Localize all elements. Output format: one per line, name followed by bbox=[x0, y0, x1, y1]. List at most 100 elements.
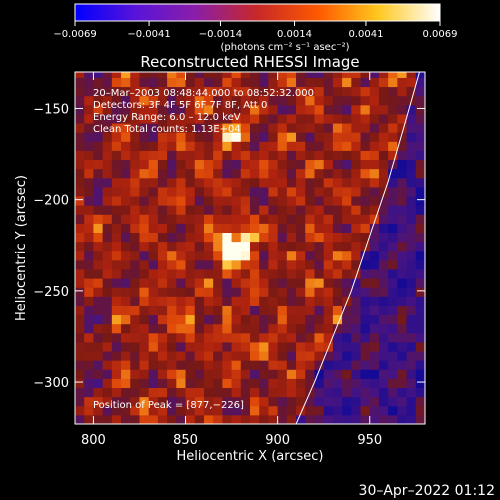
heatmap-cell bbox=[360, 132, 371, 142]
heatmap-cell bbox=[130, 378, 140, 389]
heatmap-cell bbox=[203, 332, 214, 343]
heatmap-cell bbox=[351, 259, 362, 270]
heatmap-cell bbox=[360, 150, 371, 161]
heatmap-cell bbox=[314, 223, 325, 233]
heatmap-cell bbox=[148, 405, 159, 416]
heatmap-cell bbox=[157, 296, 168, 306]
heatmap-cell bbox=[296, 278, 306, 288]
heatmap-cell bbox=[167, 296, 177, 306]
heatmap-cell bbox=[75, 378, 85, 389]
heatmap-cell bbox=[213, 186, 223, 197]
heatmap-cell bbox=[157, 104, 168, 115]
heatmap-cell bbox=[148, 250, 159, 261]
heatmap-cell bbox=[259, 250, 269, 261]
heatmap-cell bbox=[203, 305, 214, 316]
heatmap-cell bbox=[130, 168, 140, 179]
heatmap-cell bbox=[268, 72, 279, 78]
heatmap-cell bbox=[305, 132, 315, 142]
heatmap-cell bbox=[277, 278, 288, 288]
heatmap-cell bbox=[286, 287, 297, 297]
heatmap-cell bbox=[194, 360, 205, 370]
heatmap-cell bbox=[415, 86, 425, 97]
heatmap-cell bbox=[277, 77, 288, 88]
heatmap-cell bbox=[93, 360, 104, 370]
heatmap-cell bbox=[305, 123, 315, 133]
heatmap-cell bbox=[323, 314, 334, 325]
heatmap-cell bbox=[194, 414, 205, 424]
heatmap-cell bbox=[75, 250, 85, 261]
heatmap-cell bbox=[314, 314, 325, 325]
heatmap-cell bbox=[277, 223, 288, 233]
heatmap-cell bbox=[121, 323, 131, 334]
heatmap-cell bbox=[415, 186, 425, 197]
heatmap-cell bbox=[360, 86, 371, 97]
heatmap-cell bbox=[157, 177, 168, 188]
heatmap-cell bbox=[185, 168, 196, 179]
heatmap-cell bbox=[314, 360, 325, 370]
heatmap-cell bbox=[194, 268, 205, 279]
heatmap-cell bbox=[351, 314, 362, 325]
heatmap-cell bbox=[332, 186, 343, 197]
y-tick-label: −250 bbox=[33, 285, 69, 300]
heatmap-cell bbox=[397, 95, 408, 106]
heatmap-cell bbox=[250, 77, 260, 88]
heatmap-cell bbox=[388, 351, 398, 361]
heatmap-cell bbox=[415, 387, 425, 398]
heatmap-cell bbox=[231, 305, 242, 316]
heatmap-cell bbox=[305, 378, 315, 389]
heatmap-cell bbox=[378, 214, 389, 224]
heatmap-cell bbox=[93, 223, 104, 233]
heatmap-cell bbox=[121, 205, 131, 215]
heatmap-cell bbox=[397, 241, 408, 252]
heatmap-cell bbox=[139, 123, 150, 133]
heatmap-cell bbox=[213, 259, 223, 270]
footer-timestamp: 30–Apr–2022 01:12 bbox=[359, 483, 495, 499]
heatmap-cell bbox=[360, 168, 371, 179]
heatmap-cell bbox=[250, 250, 260, 261]
heatmap-cell bbox=[415, 77, 425, 88]
heatmap-cell bbox=[378, 177, 389, 188]
heatmap-cell bbox=[157, 268, 168, 279]
heatmap-cell bbox=[240, 223, 251, 233]
heatmap-cell bbox=[388, 287, 398, 297]
heatmap-cell bbox=[388, 95, 398, 106]
heatmap-cell bbox=[369, 305, 380, 316]
heatmap-cell bbox=[213, 196, 223, 206]
heatmap-cell bbox=[102, 414, 113, 424]
heatmap-cell bbox=[388, 150, 398, 161]
heatmap-cell bbox=[378, 387, 389, 398]
heatmap-cell bbox=[351, 223, 362, 233]
heatmap-cell bbox=[93, 150, 104, 161]
heatmap-cell bbox=[121, 95, 131, 106]
heatmap-cell bbox=[250, 168, 260, 179]
heatmap-cell bbox=[277, 205, 288, 215]
heatmap-cell bbox=[231, 241, 242, 252]
heatmap-cell bbox=[139, 223, 150, 233]
heatmap-cell bbox=[360, 396, 371, 407]
heatmap-cell bbox=[203, 296, 214, 306]
heatmap-cell bbox=[305, 259, 315, 270]
heatmap-cell bbox=[194, 104, 205, 115]
heatmap-cell bbox=[360, 214, 371, 224]
heatmap-cell bbox=[222, 186, 233, 197]
heatmap-cell bbox=[148, 396, 159, 407]
heatmap-cell bbox=[332, 268, 343, 279]
heatmap-cell bbox=[296, 305, 306, 316]
heatmap-cell bbox=[296, 232, 306, 243]
heatmap-cell bbox=[176, 332, 187, 343]
heatmap-cell bbox=[323, 332, 334, 343]
heatmap-cell bbox=[406, 323, 417, 334]
heatmap-cell bbox=[332, 332, 343, 343]
heatmap-cell bbox=[203, 159, 214, 170]
heatmap-cell bbox=[194, 232, 205, 243]
heatmap-cell bbox=[102, 314, 113, 325]
heatmap-cell bbox=[148, 77, 159, 88]
heatmap-cell bbox=[332, 414, 343, 424]
heatmap-cell bbox=[406, 72, 417, 78]
heatmap-cell bbox=[75, 223, 85, 233]
heatmap-cell bbox=[111, 241, 122, 252]
heatmap-cell bbox=[176, 113, 187, 124]
heatmap-cell bbox=[277, 396, 288, 407]
heatmap-cell bbox=[185, 323, 196, 334]
heatmap-cell bbox=[296, 214, 306, 224]
